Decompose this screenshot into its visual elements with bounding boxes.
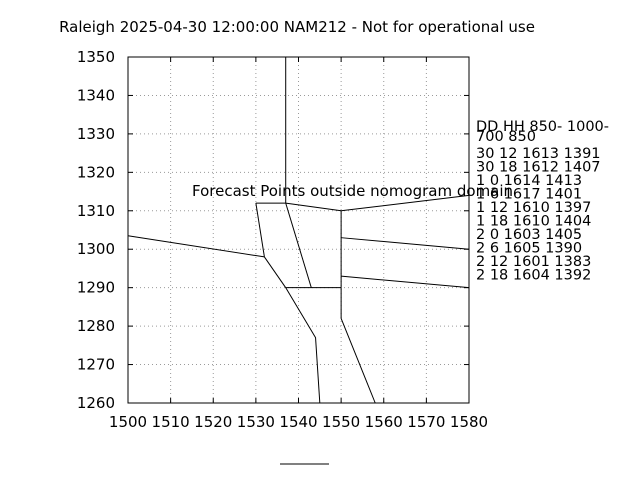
x-tick-label: 1520 (194, 413, 232, 431)
y-tick-label: 1290 (77, 279, 115, 297)
legend-row: 2 12 1601 1383 (476, 254, 591, 270)
axis-ticks: 1500 1510 1520 1530 1540 1550 1560 1570 1580 1260… (77, 48, 488, 431)
grid (128, 57, 469, 403)
legend-row: 30 12 1613 1391 (476, 146, 601, 162)
y-tick-label: 1340 (77, 86, 115, 104)
y-tick-label: 1330 (77, 125, 115, 143)
boundary-line-3 (255, 203, 265, 257)
x-tick-label: 1530 (237, 413, 275, 431)
boundary-line-12 (340, 287, 376, 404)
y-tick-label: 1270 (77, 356, 115, 374)
legend-row: 1 6 1617 1401 (476, 187, 582, 203)
legend-row: 2 18 1604 1392 (476, 268, 591, 284)
boundary-line-8 (341, 237, 470, 250)
x-tick-label: 1540 (279, 413, 317, 431)
legend-row: 1 18 1610 1404 (476, 214, 591, 230)
y-tick-label: 1260 (77, 394, 115, 412)
plot-lines (127, 57, 470, 404)
x-tick-label: 1500 (109, 413, 147, 431)
chart-title: Raleigh 2025-04-30 12:00:00 NAM212 - Not… (59, 18, 535, 36)
x-tick-label: 1560 (365, 413, 403, 431)
legend-row: 1 12 1610 1397 (476, 200, 591, 216)
boundary-line-4 (127, 235, 265, 258)
boundary-line-10 (341, 275, 470, 289)
x-tick-label: 1580 (450, 413, 488, 431)
legend-row: 2 6 1605 1390 (476, 241, 582, 257)
annotation-text: Forecast Points outside nomogram domain (192, 182, 513, 200)
boundary-line-5 (263, 256, 287, 288)
legend-header-line-2: 700 850 (476, 129, 536, 145)
x-tick-label: 1550 (322, 413, 360, 431)
y-tick-label: 1310 (77, 202, 115, 220)
x-tick-label: 1510 (152, 413, 190, 431)
legend-row: 30 18 1612 1407 (476, 160, 601, 176)
legend-header-line-1: DD HH 850- 1000- (476, 119, 609, 135)
legend-row: 1 0 1614 1413 (476, 173, 582, 189)
y-tick-label: 1300 (77, 240, 115, 258)
x-tick-label: 1570 (407, 413, 445, 431)
boundary-line-11 (285, 287, 321, 404)
y-tick-label: 1280 (77, 317, 115, 335)
boundary-line-6 (285, 202, 312, 288)
legend-row: 2 0 1603 1405 (476, 227, 582, 243)
y-tick-label: 1320 (77, 163, 115, 181)
y-tick-label: 1350 (77, 48, 115, 66)
